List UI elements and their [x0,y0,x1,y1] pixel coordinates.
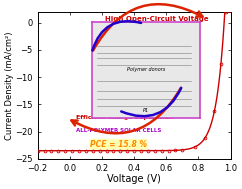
Text: Efficient Charge Separation: Efficient Charge Separation [76,115,173,120]
Text: ALL-POLYMER SOLAR CELLS: ALL-POLYMER SOLAR CELLS [76,128,161,133]
X-axis label: Voltage (V): Voltage (V) [107,174,161,184]
Y-axis label: Current Density (mA/cm²): Current Density (mA/cm²) [5,31,14,140]
Text: High Open-Circuit Voltage: High Open-Circuit Voltage [106,15,209,22]
Text: PCE = 15.8 %: PCE = 15.8 % [90,140,147,149]
